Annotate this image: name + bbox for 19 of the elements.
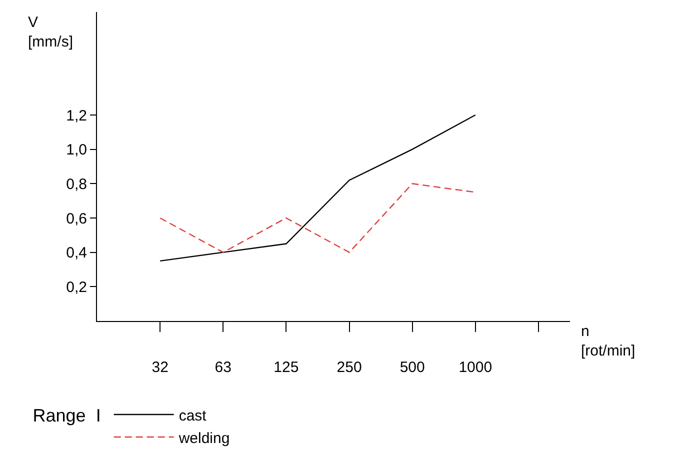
x-tick-label: 32 (152, 359, 168, 376)
y-axis-title: V [mm/s] (28, 14, 73, 50)
x-axis-title: n [rot/min] (581, 323, 636, 360)
legend-title: Range I (32, 406, 101, 426)
legend-label: cast (178, 407, 208, 424)
x-tick-label: 250 (336, 359, 362, 376)
x-tick-label: 63 (214, 359, 232, 376)
y-tick-label: 0,6 (66, 210, 87, 228)
y-tick-label: 0,2 (66, 278, 87, 296)
y-tick-label: 1,0 (66, 142, 87, 159)
x-tick-label: 1000 (458, 359, 492, 376)
legend-label: welding (178, 430, 230, 447)
x-tick-label: 125 (274, 359, 299, 376)
y-tick-label: 0,8 (66, 176, 87, 193)
x-tick-label: 500 (400, 359, 425, 376)
y-tick-label: 1,2 (66, 107, 87, 124)
line-series (159, 114, 476, 262)
y-tick-label: 0,4 (66, 244, 87, 262)
line-series (159, 183, 476, 253)
